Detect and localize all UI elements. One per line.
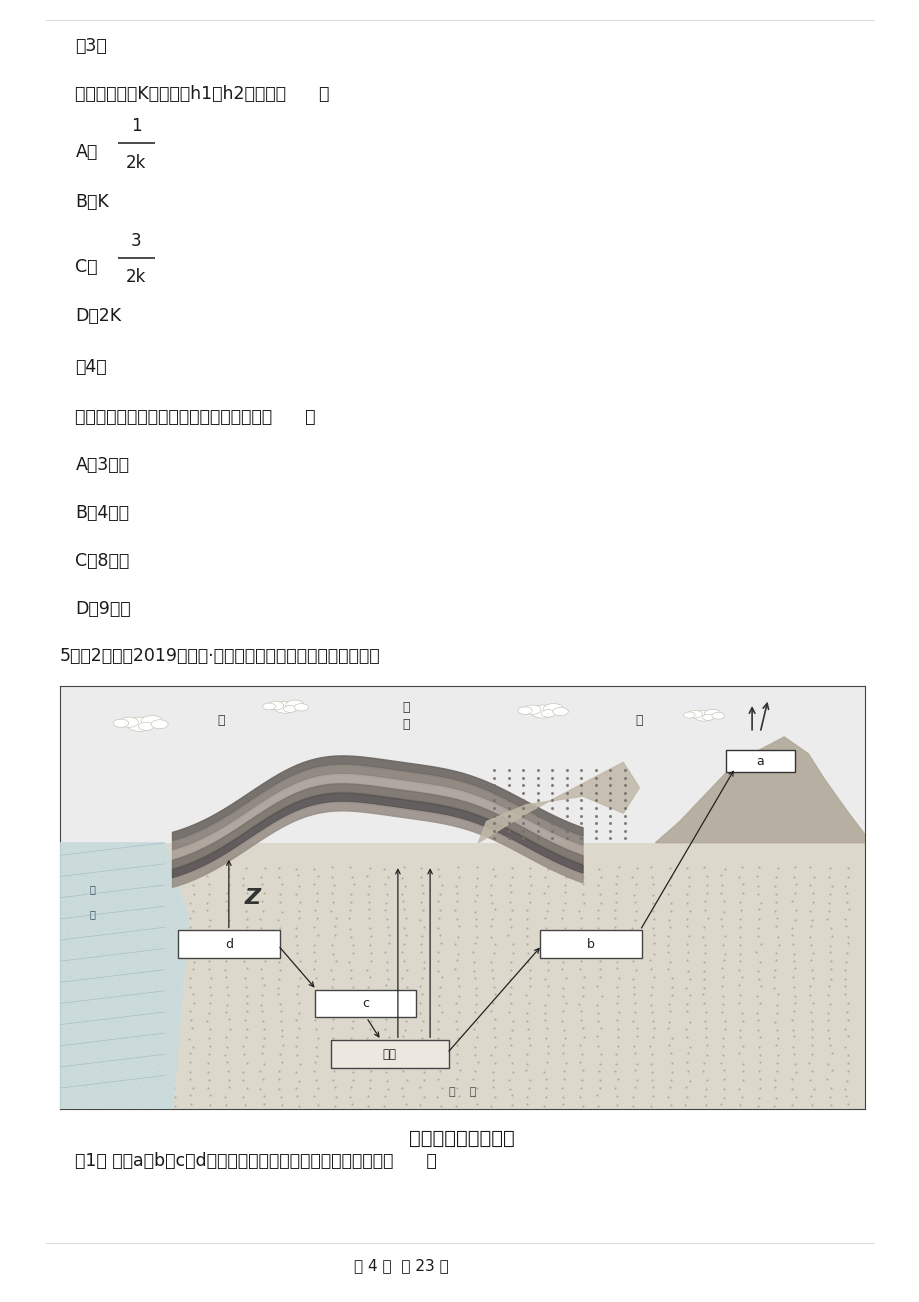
- Text: c: c: [362, 997, 369, 1010]
- Circle shape: [119, 717, 138, 728]
- FancyBboxPatch shape: [314, 990, 416, 1017]
- Text: B．K: B．K: [75, 193, 109, 211]
- Bar: [60, 686, 864, 848]
- Circle shape: [283, 706, 296, 712]
- Text: 一年中该地正午物体影子朝北的时间约为（      ）: 一年中该地正午物体影子朝北的时间约为（ ）: [75, 408, 315, 426]
- Circle shape: [517, 707, 531, 715]
- Circle shape: [113, 719, 129, 728]
- Text: 地壳物质循环简略图: 地壳物质循环简略图: [409, 1129, 515, 1147]
- Circle shape: [151, 720, 168, 729]
- Circle shape: [540, 710, 554, 717]
- Text: 圈: 圈: [89, 910, 95, 919]
- Polygon shape: [173, 802, 583, 888]
- Text: 水: 水: [89, 884, 95, 894]
- Polygon shape: [173, 793, 583, 878]
- Circle shape: [687, 711, 701, 719]
- Circle shape: [127, 717, 153, 732]
- Text: D．9个月: D．9个月: [75, 600, 130, 618]
- FancyBboxPatch shape: [178, 931, 279, 958]
- Polygon shape: [173, 784, 583, 868]
- Text: 5．（2分）（2019高二上·金华月考）读下图，完成下列小题。: 5．（2分）（2019高二上·金华月考）读下图，完成下列小题。: [60, 647, 380, 665]
- Text: C．: C．: [75, 258, 97, 276]
- Text: 岩浆: 岩浆: [382, 1048, 396, 1061]
- Circle shape: [683, 712, 695, 719]
- Text: 大: 大: [217, 713, 224, 727]
- Text: 3: 3: [130, 232, 142, 250]
- Polygon shape: [654, 737, 864, 842]
- Text: 第 4 页  共 23 页: 第 4 页 共 23 页: [354, 1258, 448, 1273]
- FancyBboxPatch shape: [725, 750, 794, 772]
- Text: d: d: [224, 937, 233, 950]
- Circle shape: [530, 704, 554, 719]
- Circle shape: [141, 716, 163, 727]
- Circle shape: [286, 700, 303, 710]
- Text: 圈: 圈: [635, 713, 642, 727]
- Polygon shape: [60, 842, 188, 1109]
- Circle shape: [543, 703, 562, 713]
- Text: 若黄赤交角为K，则图中h1与h2的差为（      ）: 若黄赤交角为K，则图中h1与h2的差为（ ）: [75, 85, 329, 103]
- Text: （3）: （3）: [75, 36, 108, 55]
- Polygon shape: [173, 775, 583, 859]
- Text: D．2K: D．2K: [75, 307, 121, 326]
- Polygon shape: [173, 756, 583, 841]
- Text: 2k: 2k: [126, 154, 146, 172]
- Text: 地    幔: 地 幔: [448, 1087, 475, 1098]
- Circle shape: [138, 723, 153, 730]
- Text: 1: 1: [130, 117, 142, 135]
- Text: a: a: [755, 755, 763, 768]
- Text: 气: 气: [402, 700, 409, 713]
- Text: A．: A．: [75, 143, 97, 161]
- Bar: [60, 842, 864, 1109]
- FancyBboxPatch shape: [331, 1040, 448, 1068]
- Circle shape: [267, 702, 283, 710]
- FancyBboxPatch shape: [539, 931, 641, 958]
- Circle shape: [701, 715, 713, 720]
- Text: C．8个月: C．8个月: [75, 552, 130, 570]
- Circle shape: [704, 710, 720, 717]
- Circle shape: [552, 707, 568, 716]
- Circle shape: [523, 704, 540, 715]
- Text: A．3个月: A．3个月: [75, 456, 130, 474]
- Text: （1） 图示a、b、c、d岩石中，属于沉积岩和变质岩的依次是（      ）: （1） 图示a、b、c、d岩石中，属于沉积岩和变质岩的依次是（ ）: [75, 1152, 437, 1170]
- Text: 2k: 2k: [126, 268, 146, 286]
- Text: b: b: [586, 937, 595, 950]
- Circle shape: [274, 702, 296, 713]
- Text: （4）: （4）: [75, 358, 107, 376]
- Polygon shape: [173, 766, 583, 850]
- Text: Z: Z: [244, 888, 261, 907]
- Circle shape: [693, 711, 713, 721]
- Circle shape: [711, 712, 724, 719]
- Text: B．4个月: B．4个月: [75, 504, 130, 522]
- Text: 甲: 甲: [402, 717, 409, 730]
- Polygon shape: [478, 763, 639, 842]
- Circle shape: [294, 703, 308, 711]
- Circle shape: [263, 703, 276, 710]
